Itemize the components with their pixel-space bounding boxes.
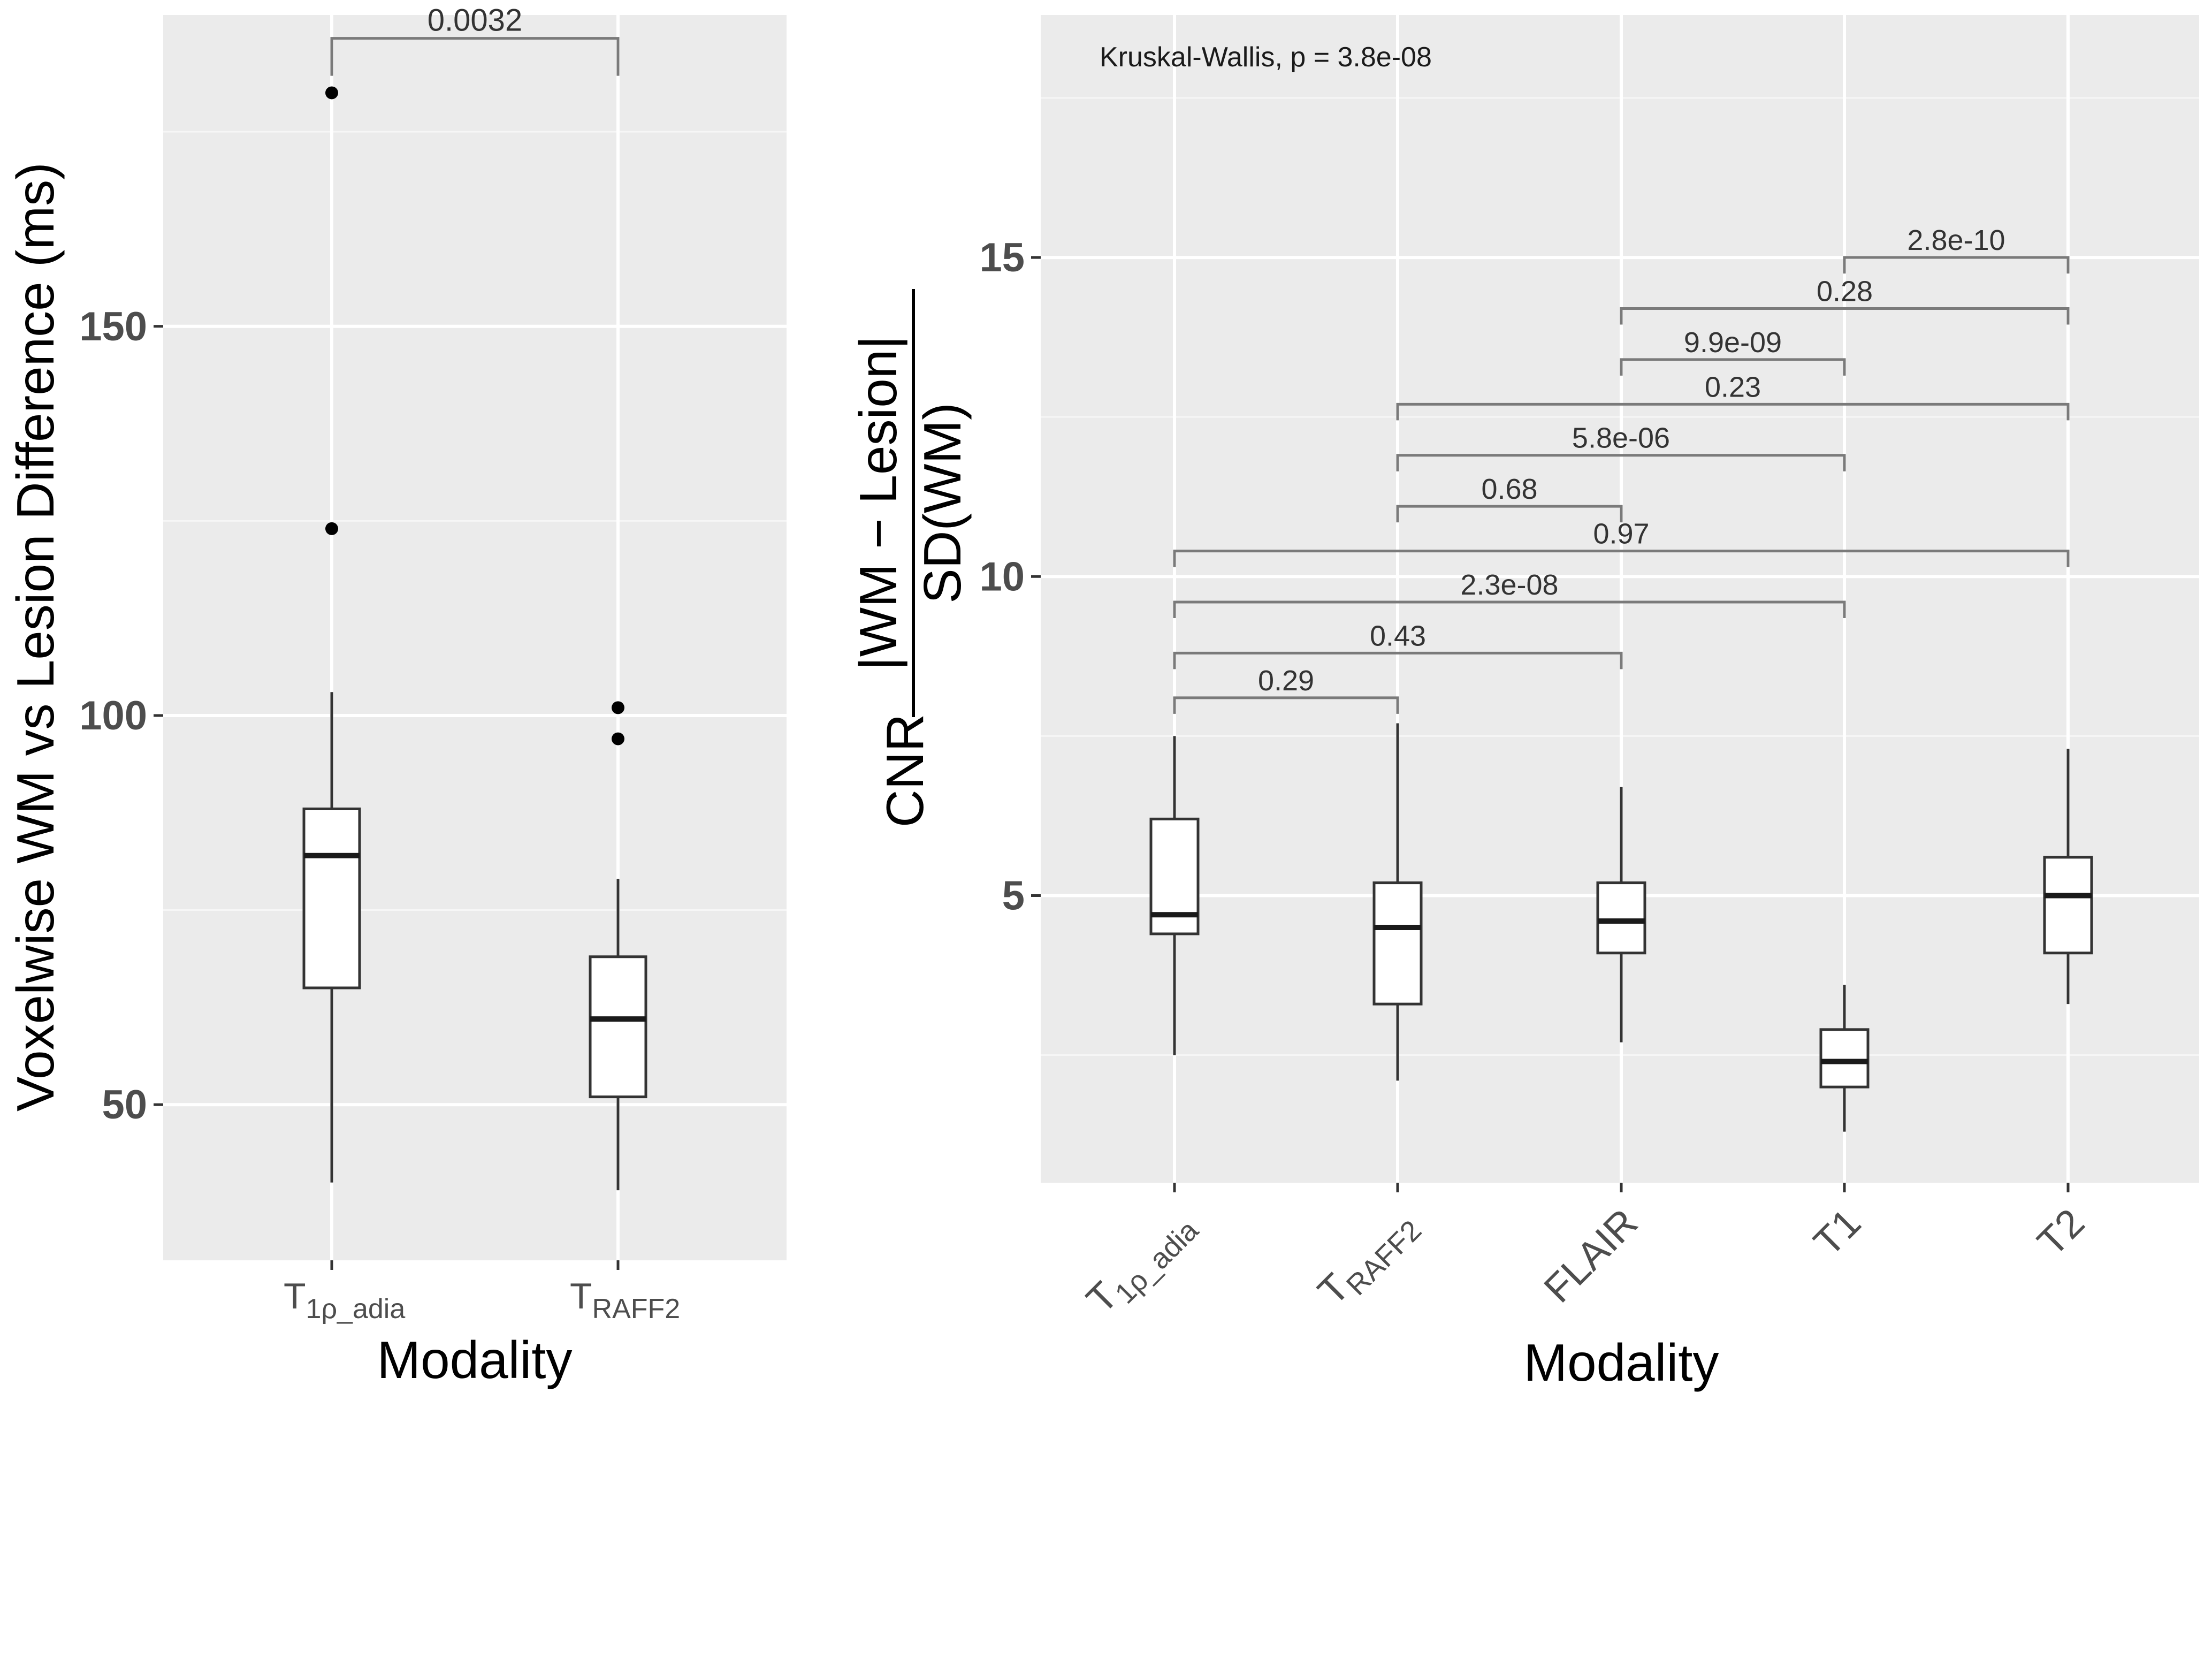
x-tick-label-main: FLAIR bbox=[1535, 1200, 1646, 1311]
comparison-bracket: 0.29 bbox=[1173, 665, 1399, 714]
comparison-bracket: 2.3e-08 bbox=[1173, 569, 1846, 618]
comparison-bracket: 0.28 bbox=[1620, 275, 2070, 325]
bracket-line bbox=[1620, 307, 2070, 325]
x-tick-label-sub: RAFF2 bbox=[592, 1293, 681, 1325]
bracket-p-value: 0.68 bbox=[1481, 473, 1537, 505]
right-boxplot: 5 10 15 0.29 0.43 2.3e-08 0.97 0.68 5.8e-06 0.23 9… bbox=[849, 15, 2199, 1392]
bracket-line bbox=[1173, 651, 1623, 669]
x-axis-title: Modality bbox=[1524, 1333, 1719, 1392]
bracket-p-value: 0.29 bbox=[1258, 665, 1314, 697]
y-axis-title: Voxelwise WM vs Lesion Difference (ms) bbox=[6, 162, 65, 1112]
y-tick-label: 5 bbox=[1002, 873, 1025, 918]
y-axis-title: CNR |WM − Lesion| SD(WM) bbox=[849, 289, 972, 827]
y-tick-label: 10 bbox=[979, 554, 1025, 599]
x-tick-label: T1 bbox=[1805, 1200, 1870, 1265]
bracket-line bbox=[1843, 256, 2070, 274]
comparison-bracket: 0.97 bbox=[1173, 518, 2070, 567]
bracket-line bbox=[1396, 402, 2070, 421]
y-axis-title-numerator: |WM − Lesion| bbox=[849, 336, 907, 671]
x-axis-title: Modality bbox=[377, 1330, 573, 1389]
y-tick-label: 100 bbox=[79, 693, 147, 739]
comparison-bracket: 5.8e-06 bbox=[1396, 422, 1846, 471]
comparison-bracket: 0.43 bbox=[1173, 620, 1623, 669]
x-tick-label: TRAFF2 bbox=[1309, 1200, 1428, 1319]
comparison-bracket: 2.8e-10 bbox=[1843, 224, 2070, 274]
bracket-line bbox=[330, 37, 620, 76]
bracket-p-value: 0.0032 bbox=[428, 3, 522, 38]
x-tick-label-main: T1 bbox=[1805, 1200, 1870, 1265]
x-tick-label: T2 bbox=[2029, 1200, 2093, 1265]
x-tick-label-sub: 1ρ_adia bbox=[1109, 1214, 1204, 1310]
outlier-point bbox=[325, 86, 338, 100]
y-tick-label: 50 bbox=[102, 1082, 147, 1128]
box-iqr bbox=[1819, 1028, 1870, 1089]
x-tick-label-main: T bbox=[284, 1276, 306, 1316]
bracket-p-value: 0.43 bbox=[1370, 620, 1426, 652]
x-tick-label: T1ρ_adia bbox=[1078, 1200, 1205, 1327]
bracket-line bbox=[1173, 550, 2070, 567]
bracket-p-value: 0.28 bbox=[1817, 275, 1873, 307]
comparison-bracket: 0.23 bbox=[1396, 371, 2070, 421]
bracket-p-value: 0.23 bbox=[1705, 371, 1761, 403]
comparison-bracket: 0.0032 bbox=[330, 3, 620, 76]
box-iqr bbox=[1372, 881, 1423, 1006]
box-iqr bbox=[2043, 856, 2093, 955]
bracket-p-value: 0.97 bbox=[1593, 518, 1649, 550]
y-tick-label: 150 bbox=[79, 304, 147, 349]
comparison-bracket: 0.68 bbox=[1396, 473, 1623, 523]
kruskal-wallis-annotation: Kruskal-Wallis, p = 3.8e-08 bbox=[1100, 42, 1432, 73]
x-tick-label: TRAFF2 bbox=[570, 1276, 680, 1325]
bracket-p-value: 5.8e-06 bbox=[1572, 422, 1670, 454]
outlier-point bbox=[612, 732, 624, 745]
box-iqr bbox=[1596, 881, 1646, 955]
bracket-p-value: 9.9e-09 bbox=[1684, 326, 1782, 359]
outlier-point bbox=[325, 522, 338, 535]
outlier-point bbox=[612, 701, 624, 714]
bracket-line bbox=[1396, 454, 1846, 471]
bracket-line bbox=[1620, 358, 1846, 376]
x-tick-label-sub: 1ρ_adia bbox=[306, 1293, 406, 1325]
bracket-line bbox=[1173, 696, 1399, 714]
x-tick-label: T1ρ_adia bbox=[284, 1276, 405, 1325]
x-tick-label-sub: RAFF2 bbox=[1340, 1214, 1428, 1302]
comparison-bracket: 9.9e-09 bbox=[1620, 326, 1846, 376]
panel-background bbox=[163, 15, 787, 1260]
bracket-p-value: 2.8e-10 bbox=[1907, 224, 2005, 256]
x-tick-label-main: T2 bbox=[2029, 1200, 2093, 1265]
bracket-p-value: 2.3e-08 bbox=[1460, 569, 1558, 601]
y-axis-title-prefix: CNR bbox=[875, 714, 934, 827]
box-iqr bbox=[589, 955, 647, 1099]
x-tick-label: FLAIR bbox=[1535, 1200, 1646, 1311]
y-tick-label: 15 bbox=[979, 235, 1025, 280]
x-tick-label-main: T bbox=[570, 1276, 592, 1316]
y-axis-title-denominator: SD(WM) bbox=[913, 402, 972, 604]
bracket-line bbox=[1396, 505, 1623, 523]
bracket-line bbox=[1173, 600, 1846, 618]
box-iqr bbox=[302, 807, 361, 990]
